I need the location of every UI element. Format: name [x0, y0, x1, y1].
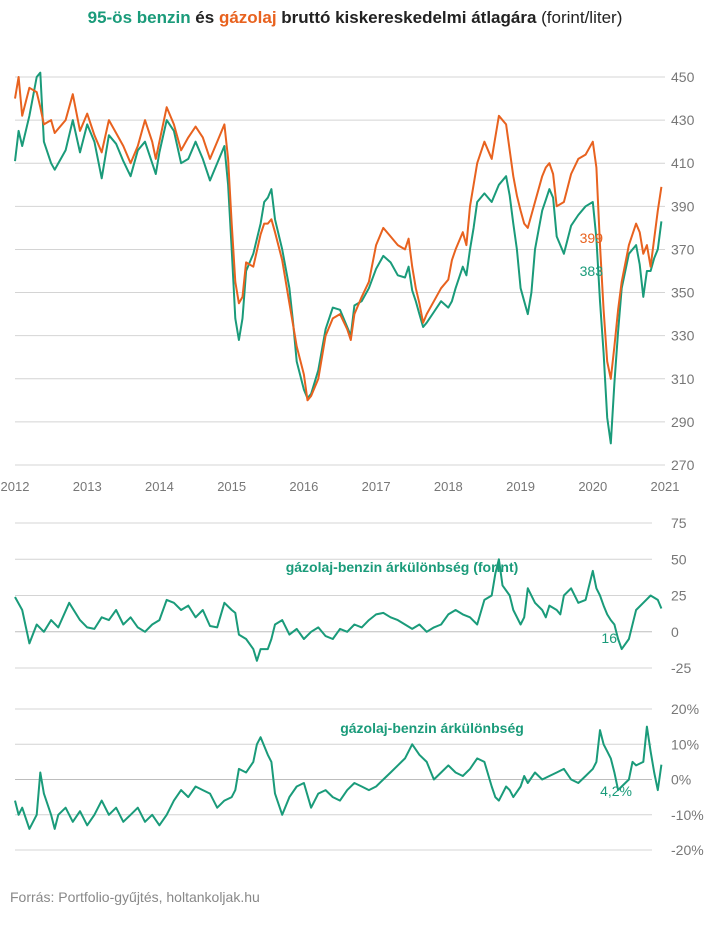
title-rest: bruttó kiskereskedelmi átlagára: [276, 8, 537, 27]
series-label: gázolaj-benzin árkülönbség (forint): [286, 559, 519, 575]
title-gazolaj: gázolaj: [218, 8, 277, 27]
y-tick-label: 310: [671, 371, 695, 387]
title-benzin: 95-ös benzin: [87, 8, 191, 27]
x-tick-label: 2020: [578, 479, 607, 494]
y-tick-label: 330: [671, 328, 695, 344]
y-tick-label: -25: [671, 660, 691, 676]
y-tick-label: -20%: [671, 842, 704, 858]
y-tick-label: 290: [671, 414, 695, 430]
end-value-label: 383: [580, 263, 604, 279]
series-line-gazolaj: [14, 76, 663, 402]
y-tick-label: 10%: [671, 736, 699, 752]
x-tick-label: 2014: [145, 479, 174, 494]
chart-svg: 270 290 310 330 350 370 390 410 430 450 2012 2013 20…: [1, 69, 704, 858]
x-tick-label: 2017: [362, 479, 391, 494]
x-tick-label: 2019: [506, 479, 535, 494]
series-line-benzin: [14, 71, 663, 445]
series-line-difference: [14, 725, 663, 830]
y-tick-label: 390: [671, 198, 695, 214]
source-note: Forrás: Portfolio-gyűjtés, holtankoljak.…: [10, 889, 260, 905]
y-tick-label: 450: [671, 69, 695, 85]
y-tick-label: 350: [671, 285, 695, 301]
x-tick-label: 2016: [289, 479, 318, 494]
y-tick-label: 75: [671, 515, 687, 531]
chart-title: 95-ös benzin és gázolaj bruttó kiskeresk…: [0, 8, 710, 28]
y-tick-label: 410: [671, 155, 695, 171]
series-line-difference: [14, 558, 663, 662]
y-tick-label: 270: [671, 457, 695, 473]
end-value-label: 16: [601, 630, 617, 646]
y-tick-label: 0%: [671, 772, 691, 788]
title-unit: (forint/liter): [536, 8, 623, 27]
title-es: és: [190, 8, 219, 27]
y-tick-label: 25: [671, 588, 687, 604]
y-tick-label: 370: [671, 241, 695, 257]
end-value-label: 399: [580, 230, 604, 246]
x-tick-label: 2012: [1, 479, 30, 494]
y-tick-label: -10%: [671, 807, 704, 823]
series-label: gázolaj-benzin árkülönbség: [340, 720, 524, 736]
x-tick-label: 2018: [434, 479, 463, 494]
x-tick-label: 2013: [73, 479, 102, 494]
y-tick-label: 430: [671, 112, 695, 128]
y-tick-label: 20%: [671, 701, 699, 717]
end-value-label: 4,2%: [600, 783, 632, 799]
x-tick-label: 2021: [651, 479, 680, 494]
x-tick-label: 2015: [217, 479, 246, 494]
y-tick-label: 50: [671, 551, 687, 567]
y-tick-label: 0: [671, 624, 679, 640]
